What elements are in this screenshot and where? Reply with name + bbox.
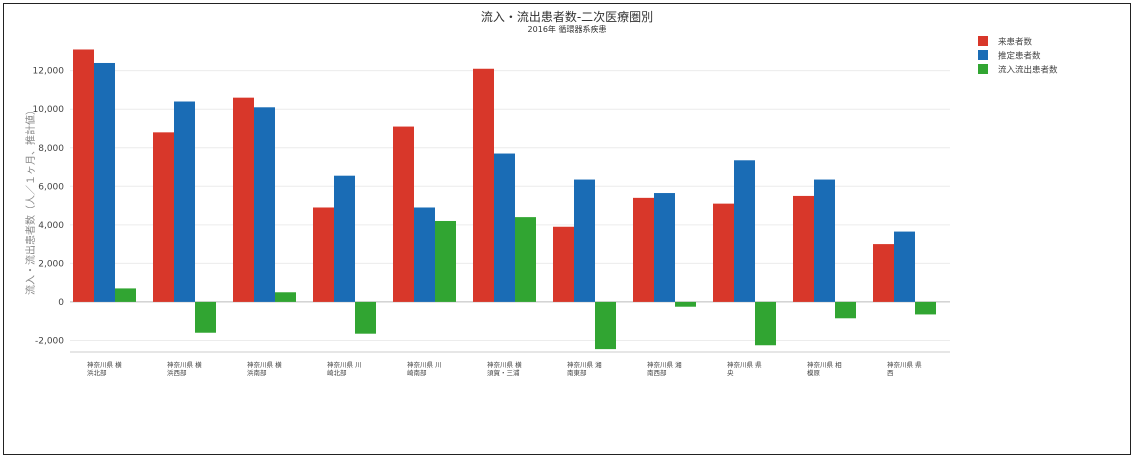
x-tick-label-line: 神奈川県 県	[727, 360, 762, 369]
bar-3-6	[515, 217, 536, 302]
y-tick-label: 8,000	[38, 144, 64, 154]
bar-1-3	[233, 97, 254, 302]
bar-2-10	[814, 179, 835, 302]
x-tick-label-line: 西	[887, 369, 894, 377]
x-tick-label: 神奈川県 湘南東部	[567, 360, 602, 377]
bar-3-4	[355, 301, 376, 334]
legend-swatch	[978, 36, 988, 46]
y-tick-label: 6,000	[38, 182, 64, 192]
bar-3-3	[275, 292, 296, 302]
bar-3-10	[835, 301, 856, 319]
bar-2-9	[734, 160, 755, 302]
bar-2-1	[94, 62, 115, 302]
bar-3-8	[675, 301, 696, 307]
bars-layer	[73, 49, 936, 350]
x-tick-label: 神奈川県 横浜北部	[87, 360, 122, 377]
bar-1-2	[153, 132, 174, 302]
x-tick-label-line: 神奈川県 川	[327, 360, 362, 369]
bar-1-4	[313, 207, 334, 302]
y-tick-label: 10,000	[33, 105, 65, 115]
x-tick-label-line: 南東部	[567, 368, 587, 377]
y-tick-label: -2,000	[35, 336, 64, 346]
y-axis: -2,000 0 2,000 4,000 6,000 8,000 10,000 12,000	[33, 67, 65, 347]
x-tick-label-line: 崎北部	[327, 368, 347, 377]
bar-2-3	[254, 107, 275, 302]
bar-1-6	[473, 68, 494, 302]
bar-2-5	[414, 207, 435, 302]
bar-1-1	[73, 49, 94, 302]
legend-label: 来患者数	[998, 37, 1033, 48]
x-tick-label-line: 須賀・三浦	[487, 368, 520, 377]
x-tick-label-line: 神奈川県 湘	[647, 360, 682, 369]
bar-1-9	[713, 203, 734, 302]
bar-3-7	[595, 301, 616, 350]
x-tick-label: 神奈川県 横須賀・三浦	[487, 360, 522, 377]
x-tick-label: 神奈川県 県央	[727, 360, 762, 377]
x-tick-label: 神奈川県 川崎北部	[327, 360, 362, 377]
legend-label: 流入流出患者数	[998, 65, 1058, 76]
bar-3-11	[915, 301, 936, 315]
bar-2-11	[894, 231, 915, 302]
x-tick-label-line: 神奈川県 横	[167, 360, 202, 369]
x-tick-label-line: 浜北部	[87, 368, 107, 377]
bar-3-1	[115, 288, 136, 302]
bar-3-2	[195, 301, 216, 333]
x-tick-label: 神奈川県 相模原	[807, 360, 842, 377]
y-tick-label: 12,000	[33, 67, 65, 77]
bar-2-7	[574, 179, 595, 302]
x-tick-label-line: 浜南部	[247, 368, 267, 377]
bar-3-5	[435, 220, 456, 302]
x-tick-label-line: 崎南部	[407, 368, 427, 377]
y-tick-label: 0	[58, 298, 64, 308]
x-tick-label-line: 浜西部	[167, 368, 187, 377]
legend-label: 推定患者数	[998, 51, 1041, 62]
chart-frame	[3, 3, 1131, 455]
bar-2-2	[174, 101, 195, 302]
x-tick-label-line: 央	[727, 368, 734, 377]
y-tick-label: 4,000	[38, 221, 64, 231]
x-tick-label-line: 神奈川県 川	[407, 360, 442, 369]
x-tick-label-line: 神奈川県 横	[247, 360, 282, 369]
x-tick-label-line: 神奈川県 横	[487, 360, 522, 369]
bar-1-8	[633, 197, 654, 302]
x-tick-label: 神奈川県 横浜南部	[247, 360, 282, 377]
x-tick-label-line: 模原	[807, 368, 821, 377]
x-tick-label: 神奈川県 横浜西部	[167, 360, 202, 377]
x-tick-label-line: 神奈川県 湘	[567, 360, 602, 369]
bar-1-11	[873, 244, 894, 302]
x-tick-label: 神奈川県 湘南西部	[647, 360, 682, 377]
y-axis-label: 流入・流出患者数（人／１ヶ月、推計値）	[24, 105, 37, 295]
y-tick-label: 2,000	[38, 259, 64, 269]
x-tick-label-line: 南西部	[647, 368, 667, 377]
bar-1-10	[793, 195, 814, 302]
bar-1-7	[553, 226, 574, 302]
x-tick-label: 神奈川県 県西	[887, 360, 922, 377]
x-tick-label-line: 神奈川県 県	[887, 360, 922, 369]
bar-2-6	[494, 153, 515, 302]
bar-3-9	[755, 301, 776, 346]
bar-2-8	[654, 193, 675, 302]
x-tick-label: 神奈川県 川崎南部	[407, 360, 442, 377]
legend-swatch	[978, 64, 988, 74]
legend-swatch	[978, 50, 988, 60]
x-tick-label-line: 神奈川県 相	[807, 360, 842, 369]
x-tick-label-line: 神奈川県 横	[87, 360, 122, 369]
chart-subtitle: 2016年 循環器系疾患	[528, 24, 607, 34]
chart-title: 流入・流出患者数-二次医療圏別	[481, 9, 653, 24]
bar-2-4	[334, 175, 355, 302]
bar-1-5	[393, 126, 414, 302]
